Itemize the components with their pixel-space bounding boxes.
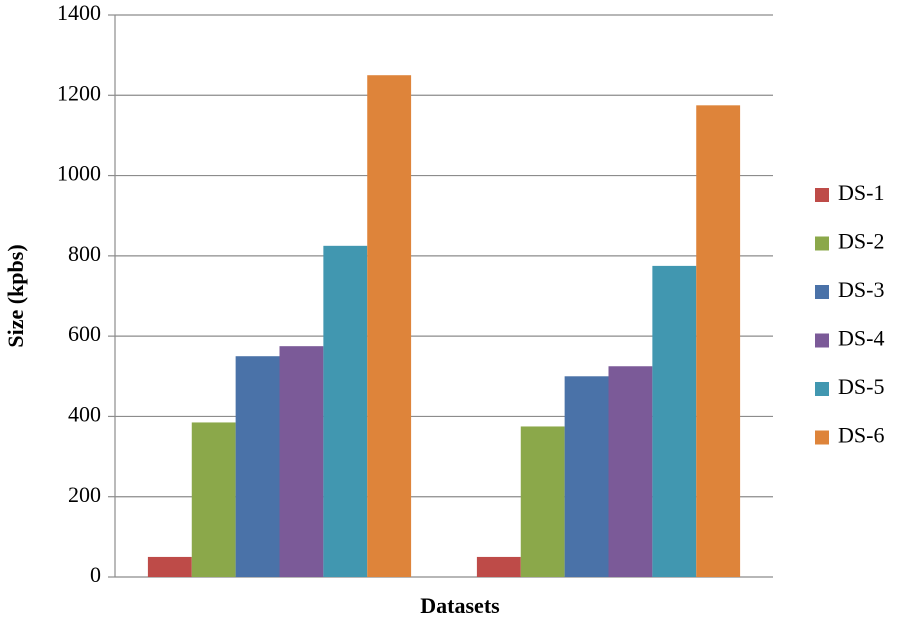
bar [279, 346, 324, 577]
legend-label: DS-3 [838, 277, 884, 302]
legend-label: DS-5 [838, 374, 884, 399]
y-tick-label: 1000 [57, 161, 101, 186]
legend-swatch [815, 285, 829, 299]
legend-label: DS-2 [838, 229, 884, 254]
y-tick-label: 800 [68, 241, 101, 266]
bar [323, 245, 368, 578]
bar [520, 426, 565, 577]
y-tick-label: 1200 [57, 80, 101, 105]
bar [191, 422, 236, 577]
y-axis-title: Size (kpbs) [3, 244, 28, 347]
legend-swatch [815, 333, 829, 348]
legend-swatch [815, 188, 829, 202]
legend-label: DS-6 [838, 423, 884, 448]
legend-label: DS-4 [838, 326, 884, 351]
legend-swatch [815, 382, 829, 396]
bar [564, 376, 609, 577]
y-tick-label: 1400 [57, 0, 101, 25]
bar [147, 556, 192, 577]
x-axis-title: Datasets [420, 593, 500, 618]
legend-label: DS-1 [838, 180, 884, 205]
bar [652, 265, 697, 577]
y-tick-label: 200 [68, 482, 101, 507]
y-tick-label: 0 [90, 562, 101, 587]
bar [367, 75, 412, 577]
y-tick-label: 400 [68, 401, 101, 426]
bar [476, 556, 521, 577]
bar [608, 366, 653, 577]
bar [235, 356, 280, 577]
bar [696, 105, 741, 578]
legend-swatch [815, 430, 829, 445]
y-tick-label: 600 [68, 321, 101, 346]
legend-swatch [815, 236, 829, 251]
